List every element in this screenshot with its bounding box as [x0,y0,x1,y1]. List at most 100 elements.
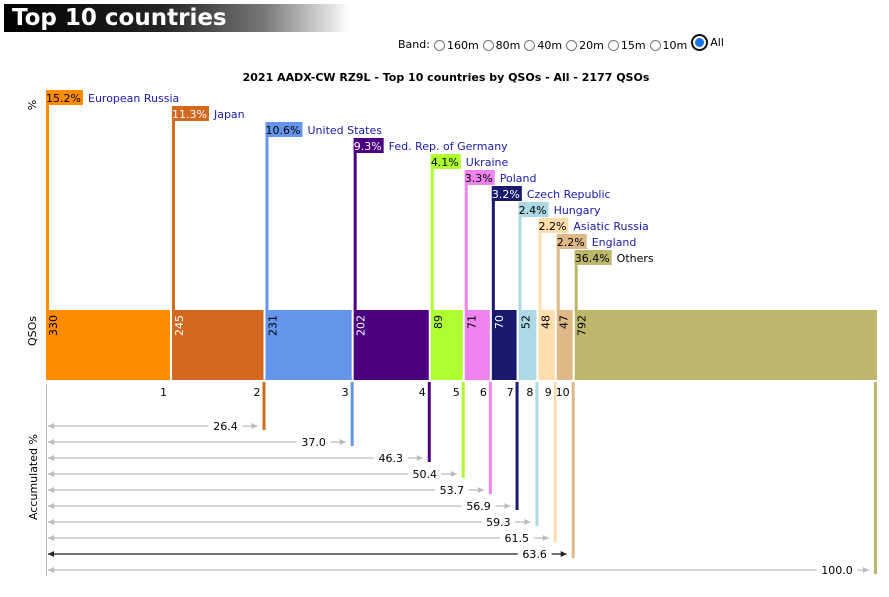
accumulated-label-bg [434,483,469,496]
radio-button-icon[interactable] [566,40,578,51]
arrow-right-icon [251,423,258,429]
accumulated-value-label: 100.0 [821,564,853,577]
percent-stem [538,218,542,310]
percent-label: 2.2% [557,236,585,249]
country-name-label: Hungary [554,204,601,217]
band-option-40m[interactable]: 40m [524,39,562,52]
arrow-left-icon [48,503,54,509]
percent-axis-label: % [26,100,39,110]
percent-label: 36.4% [575,252,610,265]
accumulated-stem [262,382,266,430]
percent-stem [430,154,434,310]
percent-label-bg [353,138,384,153]
arrow-left-icon [48,423,54,429]
qsos-axis-label: QSOs [26,316,39,346]
accumulated-stem [350,382,354,446]
radio-button-icon[interactable] [433,40,445,51]
accumulated-value-label: 63.6 [522,548,547,561]
qso-value-label: 52 [520,315,533,329]
radio-button-icon[interactable] [691,34,709,51]
percent-stem [46,90,49,310]
qso-value-label: 70 [493,315,506,329]
percent-label: 11.3% [172,108,207,121]
percent-label-bg [538,218,569,233]
country-name-label: Czech Republic [527,188,611,201]
arrow-left-icon [48,487,54,493]
country-name-label: European Russia [88,92,179,105]
accumulated-label-bg [296,435,331,448]
qso-bar [464,310,490,380]
accumulated-label-bg [499,531,534,544]
percent-label: 3.2% [492,188,520,201]
rank-label: 5 [453,386,460,399]
percent-label-bg [46,90,83,105]
band-option-label: All [710,36,724,49]
rank-label: 8 [526,386,533,399]
accumulated-label-bg [461,499,496,512]
percent-stem [464,170,468,310]
accumulated-label-bg [481,515,516,528]
percent-stem [491,186,495,310]
arrow-right-icon [339,439,346,445]
qso-value-label: 792 [576,315,589,336]
page-title: Top 10 countries [4,4,350,32]
percent-label-bg [556,234,587,249]
rank-label: 1 [160,386,167,399]
qso-bar [574,310,877,380]
band-option-10m[interactable]: 10m [649,39,687,52]
band-option-160m[interactable]: 160m [433,39,479,52]
country-name-label: England [592,236,637,249]
band-option-all[interactable]: All [691,34,724,51]
qso-bar [491,310,517,380]
qso-value-label: 48 [539,315,552,329]
arrow-right-icon [450,471,457,477]
percent-label-bg [491,186,522,201]
accumulated-stem [461,382,465,478]
percent-stem [574,250,578,310]
accumulated-value-label: 46.3 [379,452,404,465]
rank-label: 7 [507,386,514,399]
band-selector: Band: 160m 80m 40m 20m 15m 10m All [398,33,724,55]
arrow-left-icon [48,519,54,525]
accumulated-label-bg [208,419,243,432]
qso-bar [353,310,429,380]
country-name-label: United States [307,124,382,137]
percent-label: 10.6% [266,124,301,137]
radio-button-icon[interactable] [524,40,536,51]
arrow-left-icon [48,551,54,557]
percent-stem [556,234,560,310]
rank-label: 10 [556,386,570,399]
percent-label: 9.3% [354,140,382,153]
accumulated-stem [874,382,877,574]
radio-button-icon[interactable] [607,40,619,51]
percent-stem [171,106,175,310]
qso-value-label: 202 [355,315,368,336]
band-option-20m[interactable]: 20m [566,39,604,52]
rank-label: 4 [419,386,426,399]
percent-stem [353,138,357,310]
band-option-80m[interactable]: 80m [482,39,520,52]
accumulated-label-bg [816,563,858,576]
country-name-label: Fed. Rep. of Germany [389,140,509,153]
qso-bar [518,310,537,380]
percent-label: 2.2% [538,220,566,233]
accumulated-stem [535,382,539,526]
percent-label-bg [574,250,612,265]
radio-button-icon[interactable] [482,40,494,51]
percent-stem [265,122,269,310]
radio-button-icon[interactable] [649,40,661,51]
band-option-label: 15m [620,39,646,52]
qso-value-label: 47 [558,315,571,329]
country-name-label: Poland [500,172,537,185]
rank-label: 6 [480,386,487,399]
country-name-label: Japan [213,108,245,121]
band-option-label: 20m [579,39,604,52]
band-option-15m[interactable]: 15m [607,39,646,52]
arrow-right-icon [524,519,531,525]
percent-label-bg [430,154,461,169]
percent-label-bg [171,106,209,121]
qso-value-label: 71 [466,315,479,329]
qso-bar [538,310,555,380]
percent-label: 3.3% [465,172,493,185]
accumulated-stem [488,382,492,494]
